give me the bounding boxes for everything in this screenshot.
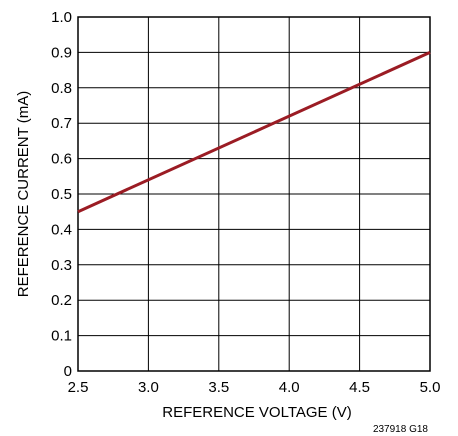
x-tick-label: 3.0 (138, 379, 159, 396)
x-tick-label: 3.5 (208, 379, 229, 396)
y-tick-label: 0.8 (51, 80, 72, 97)
y-tick-label: 0.6 (51, 151, 72, 168)
x-axis-label: REFERENCE VOLTAGE (V) (162, 404, 351, 421)
x-tick-label: 4.0 (279, 379, 300, 396)
y-axis-label: REFERENCE CURRENT (mA) (15, 91, 32, 297)
y-tick-label: 0.2 (51, 292, 72, 309)
y-tick-label: 0.9 (51, 44, 72, 61)
y-tick-label: 0.4 (51, 221, 72, 238)
y-tick-label: 1.0 (51, 9, 72, 26)
y-tick-label: 0.5 (51, 186, 72, 203)
y-tick-label: 0.1 (51, 328, 72, 345)
figure-code: 237918 G18 (373, 424, 428, 435)
y-tick-label: 0.3 (51, 257, 72, 274)
series-line (78, 52, 430, 211)
x-tick-label: 5.0 (420, 379, 441, 396)
y-tick-label: 0.7 (51, 115, 72, 132)
y-tick-label: 0 (64, 363, 72, 380)
x-tick-label: 4.5 (349, 379, 370, 396)
x-tick-label: 2.5 (68, 379, 89, 396)
